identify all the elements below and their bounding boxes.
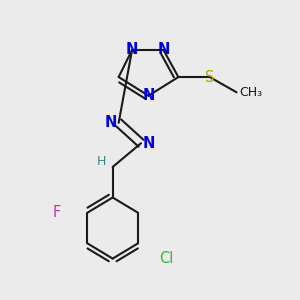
Text: N: N (126, 42, 138, 57)
Text: S: S (205, 70, 214, 85)
Text: CH₃: CH₃ (239, 86, 262, 99)
Text: Cl: Cl (159, 251, 173, 266)
Text: F: F (52, 205, 60, 220)
Text: H: H (97, 155, 106, 168)
Text: N: N (142, 136, 155, 151)
Text: N: N (157, 42, 170, 57)
Text: N: N (105, 116, 117, 130)
Text: N: N (142, 88, 155, 103)
